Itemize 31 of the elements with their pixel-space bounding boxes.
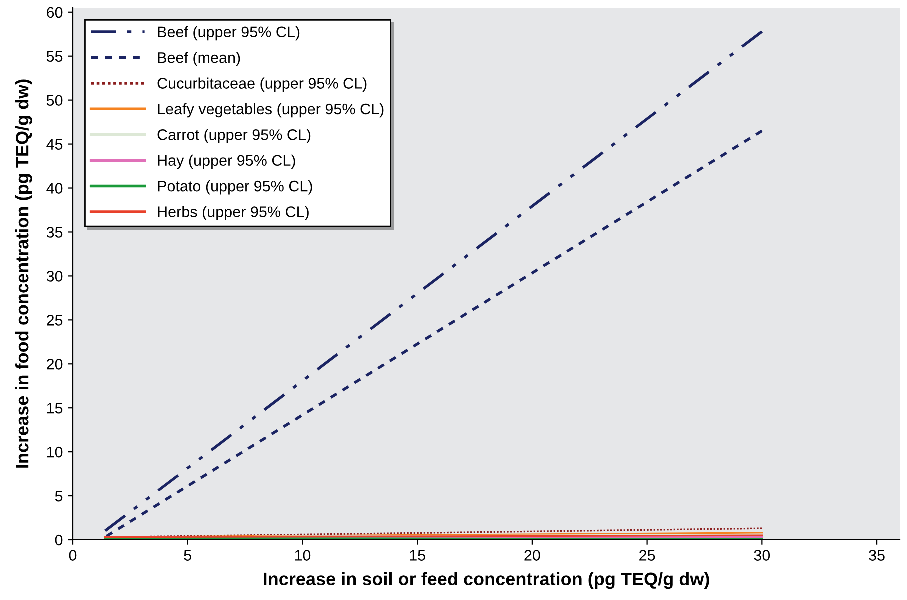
y-tick-label: 25: [47, 315, 63, 326]
x-tick-label: 30: [754, 550, 770, 561]
x-tick-label: 5: [184, 550, 192, 561]
x-tick-label: 25: [640, 550, 656, 561]
legend-label: Leafy vegetables (upper 95% CL): [158, 103, 384, 118]
y-tick-label: 10: [47, 446, 63, 458]
y-tick-label: 50: [46, 95, 63, 106]
legend-label: Herbs (upper 95% CL): [158, 206, 309, 220]
legend-label: Cucurbitaceae (upper 95% CL): [158, 78, 367, 92]
y-tick-label: 60: [47, 7, 63, 18]
x-tick-label: 0: [69, 550, 77, 561]
y-tick-label: 0: [55, 534, 63, 546]
legend-label: Hay (upper 95% CL): [158, 154, 296, 170]
x-tick-label: 15: [410, 550, 426, 561]
y-axis-title: Increase in food concentration (pg TEQ/g dw): [15, 80, 32, 468]
legend-label: Carrot (upper 95% CL): [158, 129, 311, 144]
legend-label: Beef (upper 95% CL): [158, 26, 300, 41]
y-tick-label: 5: [55, 491, 63, 502]
x-tick-label: 35: [869, 550, 885, 561]
y-tick-label: 35: [46, 227, 63, 238]
legend-label: Beef (mean): [158, 52, 240, 66]
y-tick-label: 15: [47, 403, 63, 414]
x-axis-title: Increase in soil or feed concentration (pg TEQ/g dw): [264, 572, 710, 590]
y-tick-label: 20: [47, 359, 63, 370]
y-tick-label: 55: [46, 51, 63, 62]
y-tick-label: 45: [46, 139, 63, 150]
y-tick-label: 30: [46, 271, 63, 282]
x-tick-label: 10: [295, 550, 311, 561]
x-tick-label: 20: [524, 550, 540, 561]
legend-label: Potato (upper 95% CL): [158, 180, 312, 195]
y-tick-label: 40: [46, 183, 63, 194]
